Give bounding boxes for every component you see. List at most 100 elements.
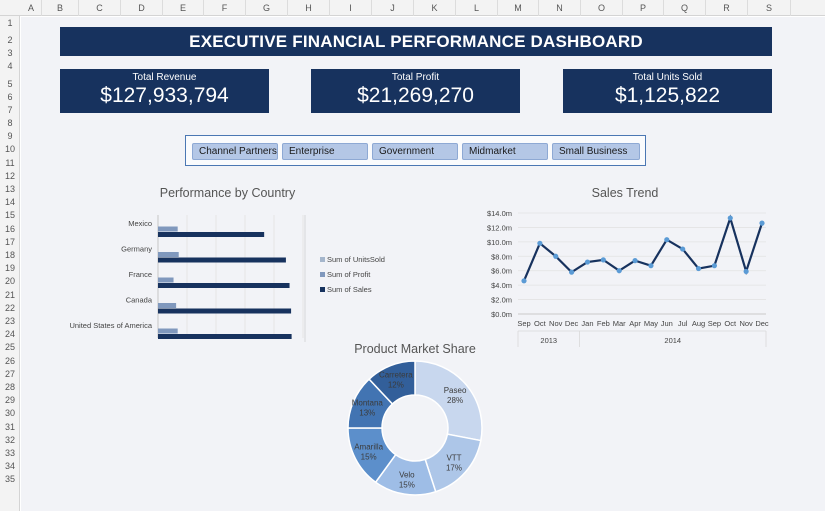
market-share-title: Product Market Share (354, 342, 476, 356)
column-header-r[interactable]: R (706, 0, 748, 16)
column-header-o[interactable]: O (581, 0, 623, 16)
column-header-m[interactable]: M (498, 0, 539, 16)
slicer-item-enterprise[interactable]: Enterprise (282, 143, 368, 160)
column-header-c[interactable]: C (79, 0, 121, 16)
slicer-item-channel-partners[interactable]: Channel Partners (192, 143, 278, 160)
row-header-18[interactable]: 18 (4, 250, 15, 260)
slicer-item-government[interactable]: Government (372, 143, 458, 160)
bar-sum-of-profit (158, 328, 178, 334)
slice-percent: 17% (446, 463, 462, 472)
slice-label: Carretera (379, 371, 413, 380)
column-header-l[interactable]: L (456, 0, 498, 16)
y-tick-label: $12.0m (487, 223, 512, 232)
kpi-card-total-profit: Total Profit $21,269,270 (311, 69, 520, 113)
row-header-30[interactable]: 30 (4, 408, 15, 419)
kpi-label: Total Profit (391, 72, 440, 83)
row-header-24[interactable]: 24 (4, 329, 15, 340)
column-header-q[interactable]: Q (664, 0, 706, 16)
bar-sum-of-sales (158, 308, 292, 314)
row-header-8[interactable]: 8 (7, 118, 13, 128)
column-header-b[interactable]: B (42, 0, 79, 16)
row-header-13[interactable]: 13 (4, 184, 15, 194)
x-tick-label: Nov (739, 319, 753, 328)
data-point (711, 263, 717, 269)
column-header-n[interactable]: N (539, 0, 581, 16)
row-header-29[interactable]: 29 (4, 395, 15, 406)
row-header-31[interactable]: 31 (4, 421, 15, 432)
row-header-20[interactable]: 20 (4, 276, 15, 287)
row-header-3[interactable]: 3 (7, 48, 13, 59)
row-header-28[interactable]: 28 (4, 382, 15, 392)
data-point (569, 269, 575, 275)
column-header-g[interactable]: G (246, 0, 288, 16)
slice-label: VTT (446, 453, 461, 462)
slice-percent: 15% (399, 480, 415, 489)
row-header-15[interactable]: 15 (4, 210, 15, 221)
x-tick-label: Feb (597, 319, 610, 328)
data-point (743, 268, 749, 275)
y-tick-label: $4.0m (491, 281, 512, 290)
row-header-14[interactable]: 14 (4, 197, 15, 208)
x-tick-label: Sep (517, 319, 530, 328)
row-header-27[interactable]: 27 (4, 368, 15, 379)
row-header-26[interactable]: 26 (4, 355, 15, 366)
row-header-16[interactable]: 16 (4, 223, 15, 234)
market-share-donut[interactable]: Paseo28%VTT17%Velo15%Amarilla15%Montana1… (340, 360, 490, 500)
legend-label: Sum of Profit (327, 270, 371, 279)
sales-trend-chart[interactable]: $0.0m $2.0m $4.0m $6.0m $8.0m $10.0m $12.0m $14… (480, 205, 770, 350)
column-header-f[interactable]: F (204, 0, 246, 16)
row-header-33[interactable]: 33 (4, 448, 15, 458)
row-header-19[interactable]: 19 (4, 263, 15, 274)
country-bar-chart[interactable]: Mexico Germany France Canada United States o… (55, 205, 400, 345)
row-header-bar: 1 2 3 4 5 6 7 8 9 10 11 12 13 14 15 16 17 18 19 20 21 22 23 24 2… (0, 16, 20, 511)
column-header-k[interactable]: K (414, 0, 456, 16)
slice-percent: 28% (447, 396, 463, 405)
column-header-a[interactable]: A (21, 0, 42, 16)
row-header-6[interactable]: 6 (7, 91, 13, 102)
row-header-11[interactable]: 11 (5, 157, 15, 168)
column-header-d[interactable]: D (121, 0, 163, 16)
slice-label: Velo (399, 470, 415, 479)
bar-sum-of-profit (158, 277, 174, 283)
row-header-34[interactable]: 34 (4, 461, 15, 472)
x-tick-label: Nov (549, 319, 563, 328)
legend-label: Sum of Sales (327, 285, 372, 294)
data-point (537, 240, 543, 246)
row-header-2[interactable]: 2 (7, 35, 13, 46)
column-header-e[interactable]: E (163, 0, 204, 16)
row-header-32[interactable]: 32 (4, 434, 15, 445)
bar-sum-of-sales (158, 283, 290, 288)
slicer-item-midmarket[interactable]: Midmarket (462, 143, 548, 160)
x-group-label: 2013 (540, 336, 557, 345)
row-header-1[interactable]: 1 (7, 18, 13, 28)
x-group-label: 2014 (664, 336, 681, 345)
row-header-17[interactable]: 17 (4, 236, 15, 247)
sales-trend-title: Sales Trend (591, 186, 659, 200)
row-header-25[interactable]: 25 (4, 342, 15, 353)
slice-percent: 12% (388, 381, 404, 390)
column-header-j[interactable]: J (372, 0, 414, 16)
sales-trend-line (522, 214, 764, 282)
row-header-23[interactable]: 23 (4, 316, 15, 326)
row-header-12[interactable]: 12 (4, 170, 15, 181)
y-tick-label: $14.0m (487, 209, 512, 218)
row-header-35[interactable]: 35 (4, 474, 15, 485)
row-header-10[interactable]: 10 (4, 144, 15, 155)
row-header-4[interactable]: 4 (7, 61, 13, 72)
column-header-i[interactable]: I (330, 0, 372, 16)
row-header-5[interactable]: 5 (7, 78, 13, 89)
row-header-9[interactable]: 9 (7, 131, 13, 142)
dashboard-title: EXECUTIVE FINANCIAL PERFORMANCE DASHBOAR… (60, 27, 772, 56)
row-header-21[interactable]: 21 (4, 289, 15, 300)
column-header-h[interactable]: H (288, 0, 330, 16)
data-point (616, 268, 622, 274)
x-tick-label: Dec (755, 319, 769, 328)
x-tick-label: Oct (724, 319, 737, 328)
slicer-item-small-business[interactable]: Small Business (552, 143, 640, 160)
x-tick-label: Dec (565, 319, 579, 328)
column-header-p[interactable]: P (623, 0, 664, 16)
row-header-7[interactable]: 7 (7, 104, 13, 115)
column-header-s[interactable]: S (748, 0, 791, 16)
slice-carretera (368, 360, 416, 406)
row-header-22[interactable]: 22 (4, 302, 15, 313)
